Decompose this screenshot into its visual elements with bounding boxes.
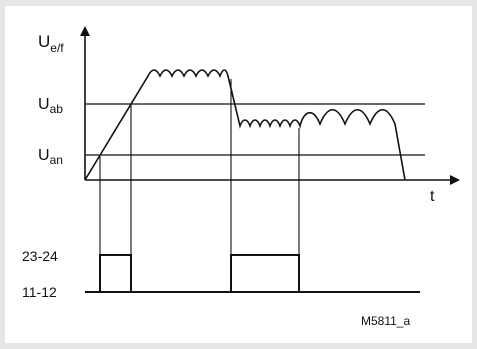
level-label-ab: Uab	[38, 96, 63, 116]
figure-id: M5811_a	[361, 314, 410, 328]
diagram-panel	[5, 6, 472, 343]
relay-23-24-trace	[85, 254, 420, 293]
y-axis-label: Ue/f	[38, 32, 64, 55]
relay-label-23-24: 23-24	[22, 248, 58, 264]
voltage-curve	[84, 69, 406, 181]
relay-label-11-12: 11-12	[22, 284, 57, 300]
level-label-an: Uan	[38, 147, 63, 167]
x-axis-label: t	[430, 188, 435, 205]
